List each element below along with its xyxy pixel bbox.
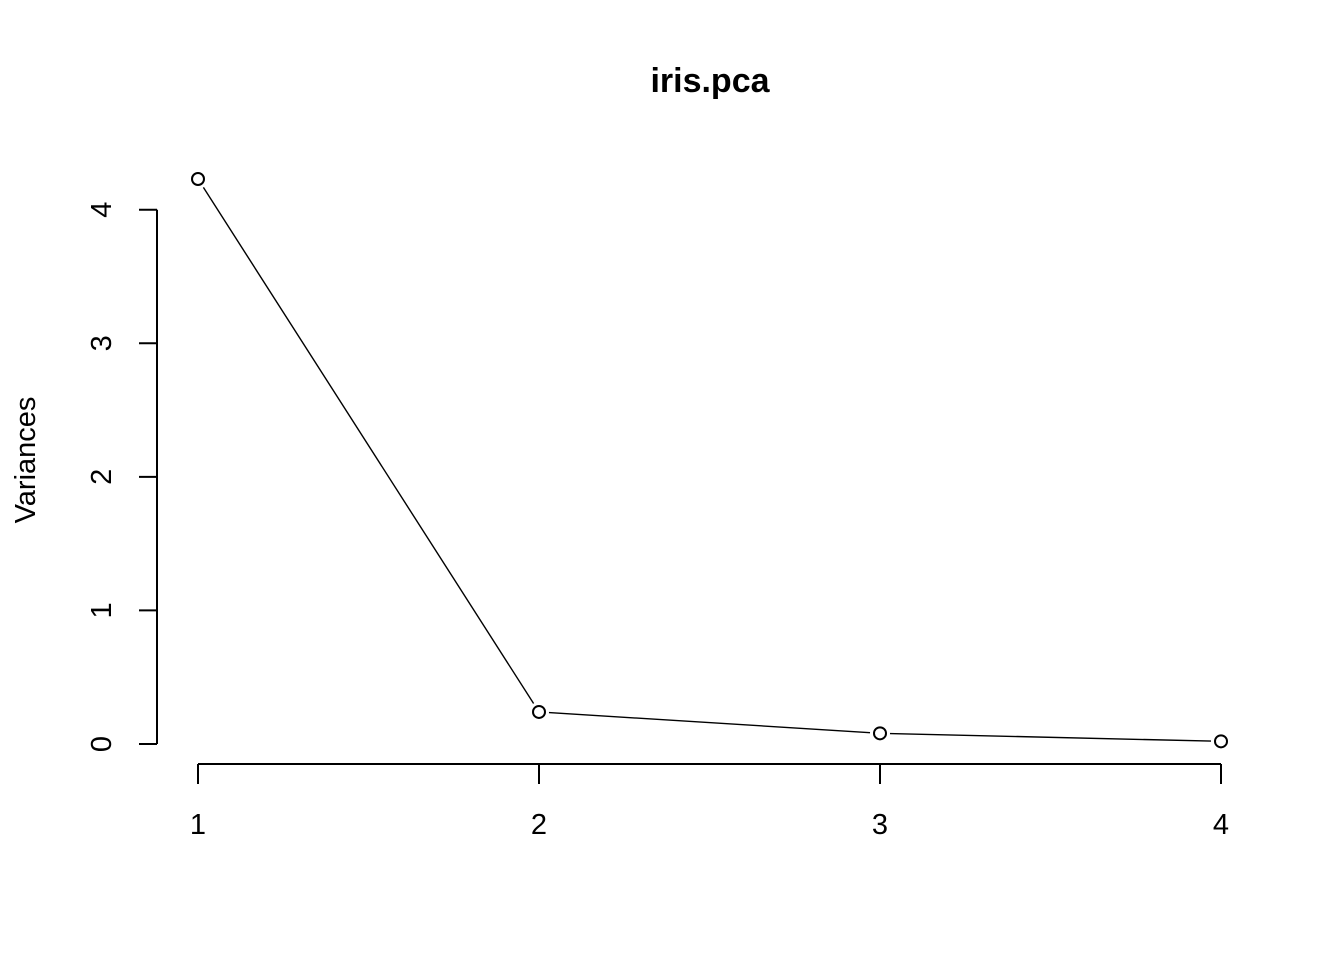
x-tick-label-2: 2 — [531, 809, 547, 841]
x-axis-ticks: 1 2 3 4 — [190, 764, 1229, 841]
variance-point-3 — [873, 726, 887, 741]
y-tick-label-0: 0 — [86, 736, 118, 752]
x-tick-label-1: 1 — [190, 809, 206, 841]
y-axis-label: Variances — [10, 397, 42, 524]
x-tick-label-3: 3 — [872, 809, 888, 841]
variance-point-4 — [1214, 734, 1228, 749]
series-segment-1-2 — [202, 187, 535, 704]
variance-series-points — [191, 172, 1228, 749]
variance-series-line — [202, 187, 1212, 742]
y-tick-label-1: 1 — [86, 602, 118, 618]
y-tick-label-3: 3 — [86, 335, 118, 351]
y-tick-label-4: 4 — [86, 202, 118, 218]
chart-title: iris.pca — [650, 62, 770, 100]
y-axis-ticks: 0 1 2 3 4 — [86, 202, 157, 752]
series-segment-2-3 — [548, 711, 871, 734]
series-segment-3-4 — [889, 732, 1212, 742]
x-tick-label-4: 4 — [1213, 809, 1229, 841]
variance-point-1 — [191, 172, 205, 186]
variance-point-2 — [532, 704, 546, 719]
y-tick-label-2: 2 — [86, 469, 118, 485]
